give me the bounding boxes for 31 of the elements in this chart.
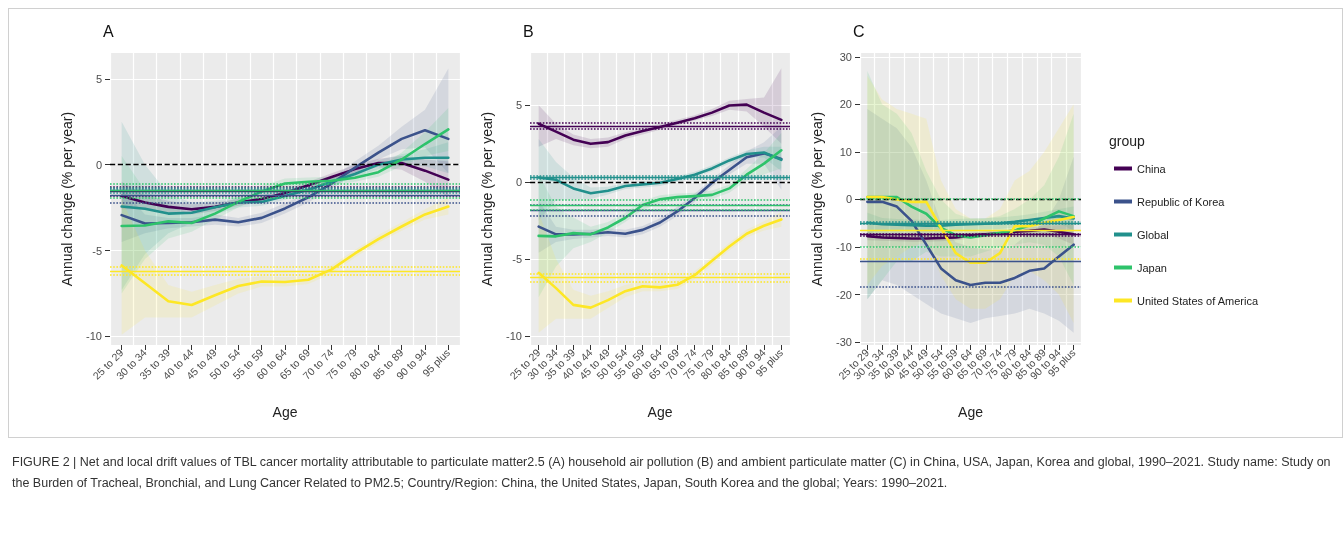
y-axis-title: Annual change (% per year): [809, 111, 825, 287]
chart-title: B: [523, 22, 534, 40]
legend-label: China: [1137, 162, 1167, 175]
legend-label: United States of America: [1137, 294, 1259, 307]
x-axis-title: Age: [958, 404, 984, 420]
y-tick-label: -10: [506, 329, 522, 342]
y-tick-label: 30: [839, 50, 852, 63]
y-tick-label: -10: [86, 330, 102, 343]
y-tick-label: 5: [515, 99, 522, 112]
y-tick-label: -5: [512, 252, 522, 265]
chart-title: A: [103, 22, 114, 40]
y-tick-label: -10: [836, 241, 852, 254]
y-tick-label: 0: [515, 176, 522, 189]
y-tick-label: 0: [845, 193, 852, 206]
chart-title: C: [853, 22, 865, 40]
x-axis-title: Age: [647, 404, 673, 420]
y-tick-label: 10: [839, 145, 852, 158]
x-axis-title: Age: [272, 404, 298, 420]
y-axis-title: Annual change (% per year): [479, 111, 495, 287]
y-tick-label: -5: [92, 244, 102, 257]
caption: FIGURE 2 | Net and local drift values of TBL cancer mortality attributable to particulate matter2.5 (A) household air pollution (B) and ambient particulate matter (C) in China, USA, Japan, Korea and global, 1990–2021. Study name: Study on the Burden of Tracheal, Bronchial, and Lung Cancer Related to PM2.5; Country/Region: China, the United States, Japan, South Korea and the global; Years: 1990–2021.: [12, 454, 1332, 492]
y-tick-label: 20: [839, 98, 852, 111]
y-tick-label: 0: [95, 158, 102, 171]
y-tick-label: -20: [836, 288, 852, 301]
legend-label: Global: [1137, 228, 1169, 241]
y-tick-label: 5: [95, 72, 102, 85]
legend-label: Republic of Korea: [1137, 195, 1226, 208]
legend-title: group: [1109, 133, 1146, 149]
legend-label: Japan: [1137, 261, 1167, 274]
y-tick-label: -30: [836, 336, 852, 349]
y-axis-title: Annual change (% per year): [59, 111, 75, 287]
